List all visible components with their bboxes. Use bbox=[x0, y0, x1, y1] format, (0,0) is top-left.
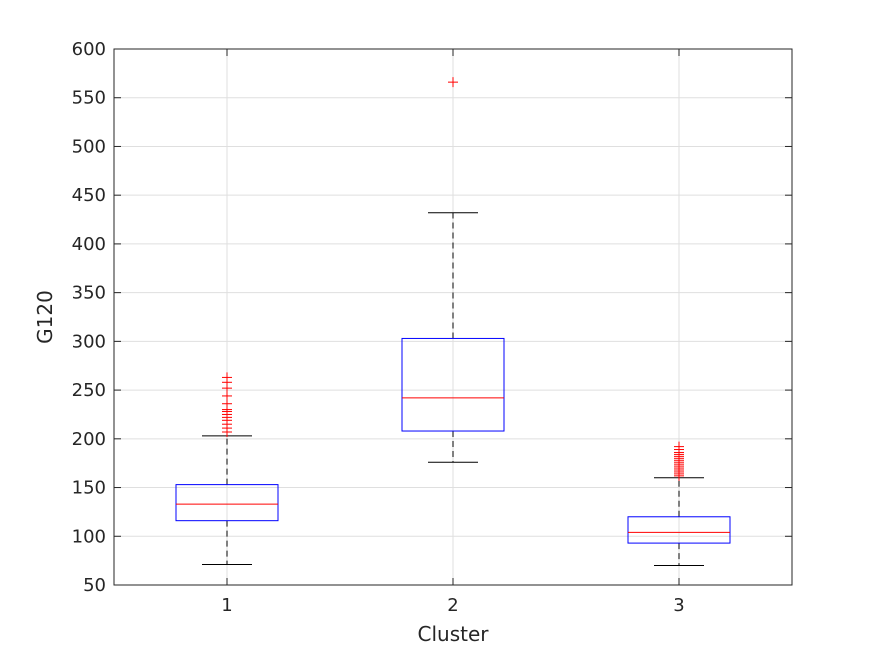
y-tick-label: 300 bbox=[72, 331, 106, 352]
box-group-1 bbox=[175, 372, 279, 566]
y-tick-label: 500 bbox=[72, 136, 106, 157]
y-tick-label: 100 bbox=[72, 526, 106, 547]
x-tick-label: 1 bbox=[221, 595, 232, 616]
box-group-3 bbox=[627, 441, 731, 567]
box-group-2 bbox=[401, 77, 505, 463]
y-tick-label: 200 bbox=[72, 429, 106, 450]
outlier-marker bbox=[222, 372, 232, 383]
plot-frame bbox=[113, 48, 793, 586]
outlier-marker bbox=[674, 441, 684, 452]
x-tick-label: 3 bbox=[673, 595, 684, 616]
y-tick-label: 50 bbox=[83, 575, 106, 596]
y-tick-label: 400 bbox=[72, 234, 106, 255]
x-axis-label: Cluster bbox=[418, 622, 490, 646]
iqr-box bbox=[175, 484, 279, 522]
axes-layer: 50 100 150 200 250 300 350 400 450 500 550 600 1 2 3 bbox=[72, 39, 793, 616]
y-axis-label: G120 bbox=[33, 290, 57, 344]
y-tick-label: 350 bbox=[72, 283, 106, 304]
y-tick-label: 600 bbox=[72, 39, 106, 60]
outlier-marker bbox=[448, 77, 458, 88]
boxes-layer bbox=[175, 77, 731, 567]
x-tick-label: 2 bbox=[447, 595, 458, 616]
y-tick-label: 550 bbox=[72, 88, 106, 109]
iqr-box bbox=[627, 516, 731, 544]
y-tick-label: 150 bbox=[72, 478, 106, 499]
y-tick-label: 250 bbox=[72, 380, 106, 401]
y-tick-label: 450 bbox=[72, 185, 106, 206]
iqr-box bbox=[401, 337, 505, 432]
